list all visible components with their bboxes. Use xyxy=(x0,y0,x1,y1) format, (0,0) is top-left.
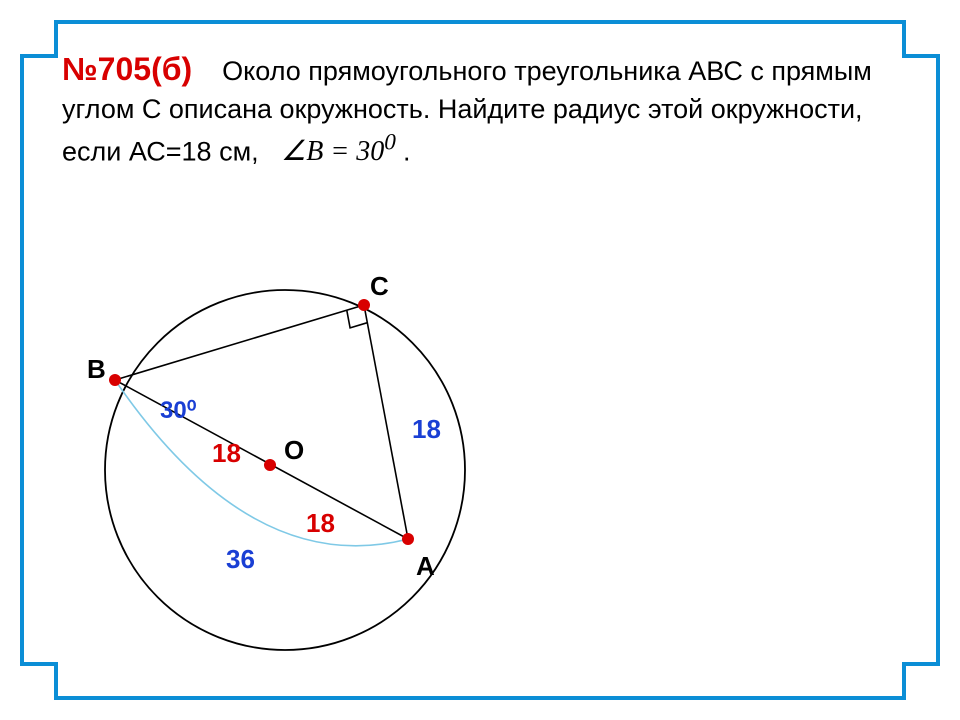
length-bo: 18 xyxy=(212,438,241,468)
angle-b-label: 30⁰ xyxy=(160,397,197,424)
label-o: O xyxy=(284,435,304,465)
side-ba-diameter xyxy=(115,380,408,539)
side-ca xyxy=(364,305,408,539)
label-b: B xyxy=(87,354,106,384)
label-a: A xyxy=(416,551,435,581)
arc-ba xyxy=(115,380,408,546)
point-a xyxy=(402,533,414,545)
point-b xyxy=(109,374,121,386)
label-c: C xyxy=(370,271,389,301)
problem-number: №705(б) xyxy=(62,51,192,87)
angle-formula: ∠B = 300 xyxy=(281,136,403,167)
right-angle-marker xyxy=(347,310,368,328)
period: . xyxy=(403,136,411,166)
point-o xyxy=(264,459,276,471)
length-oa: 18 xyxy=(306,508,335,538)
length-ac: 18 xyxy=(412,414,441,444)
length-ba: 36 xyxy=(226,544,255,574)
geometry-diagram: A B C O 30⁰ 18 18 18 36 xyxy=(60,240,540,700)
formula-sup: 0 xyxy=(384,130,396,156)
circumscribed-circle xyxy=(105,290,465,650)
point-c xyxy=(358,299,370,311)
side-bc xyxy=(115,305,364,380)
formula-base: ∠B = 30 xyxy=(281,136,384,167)
problem-statement: №705(б) Около прямоугольного треугольник… xyxy=(62,48,898,171)
